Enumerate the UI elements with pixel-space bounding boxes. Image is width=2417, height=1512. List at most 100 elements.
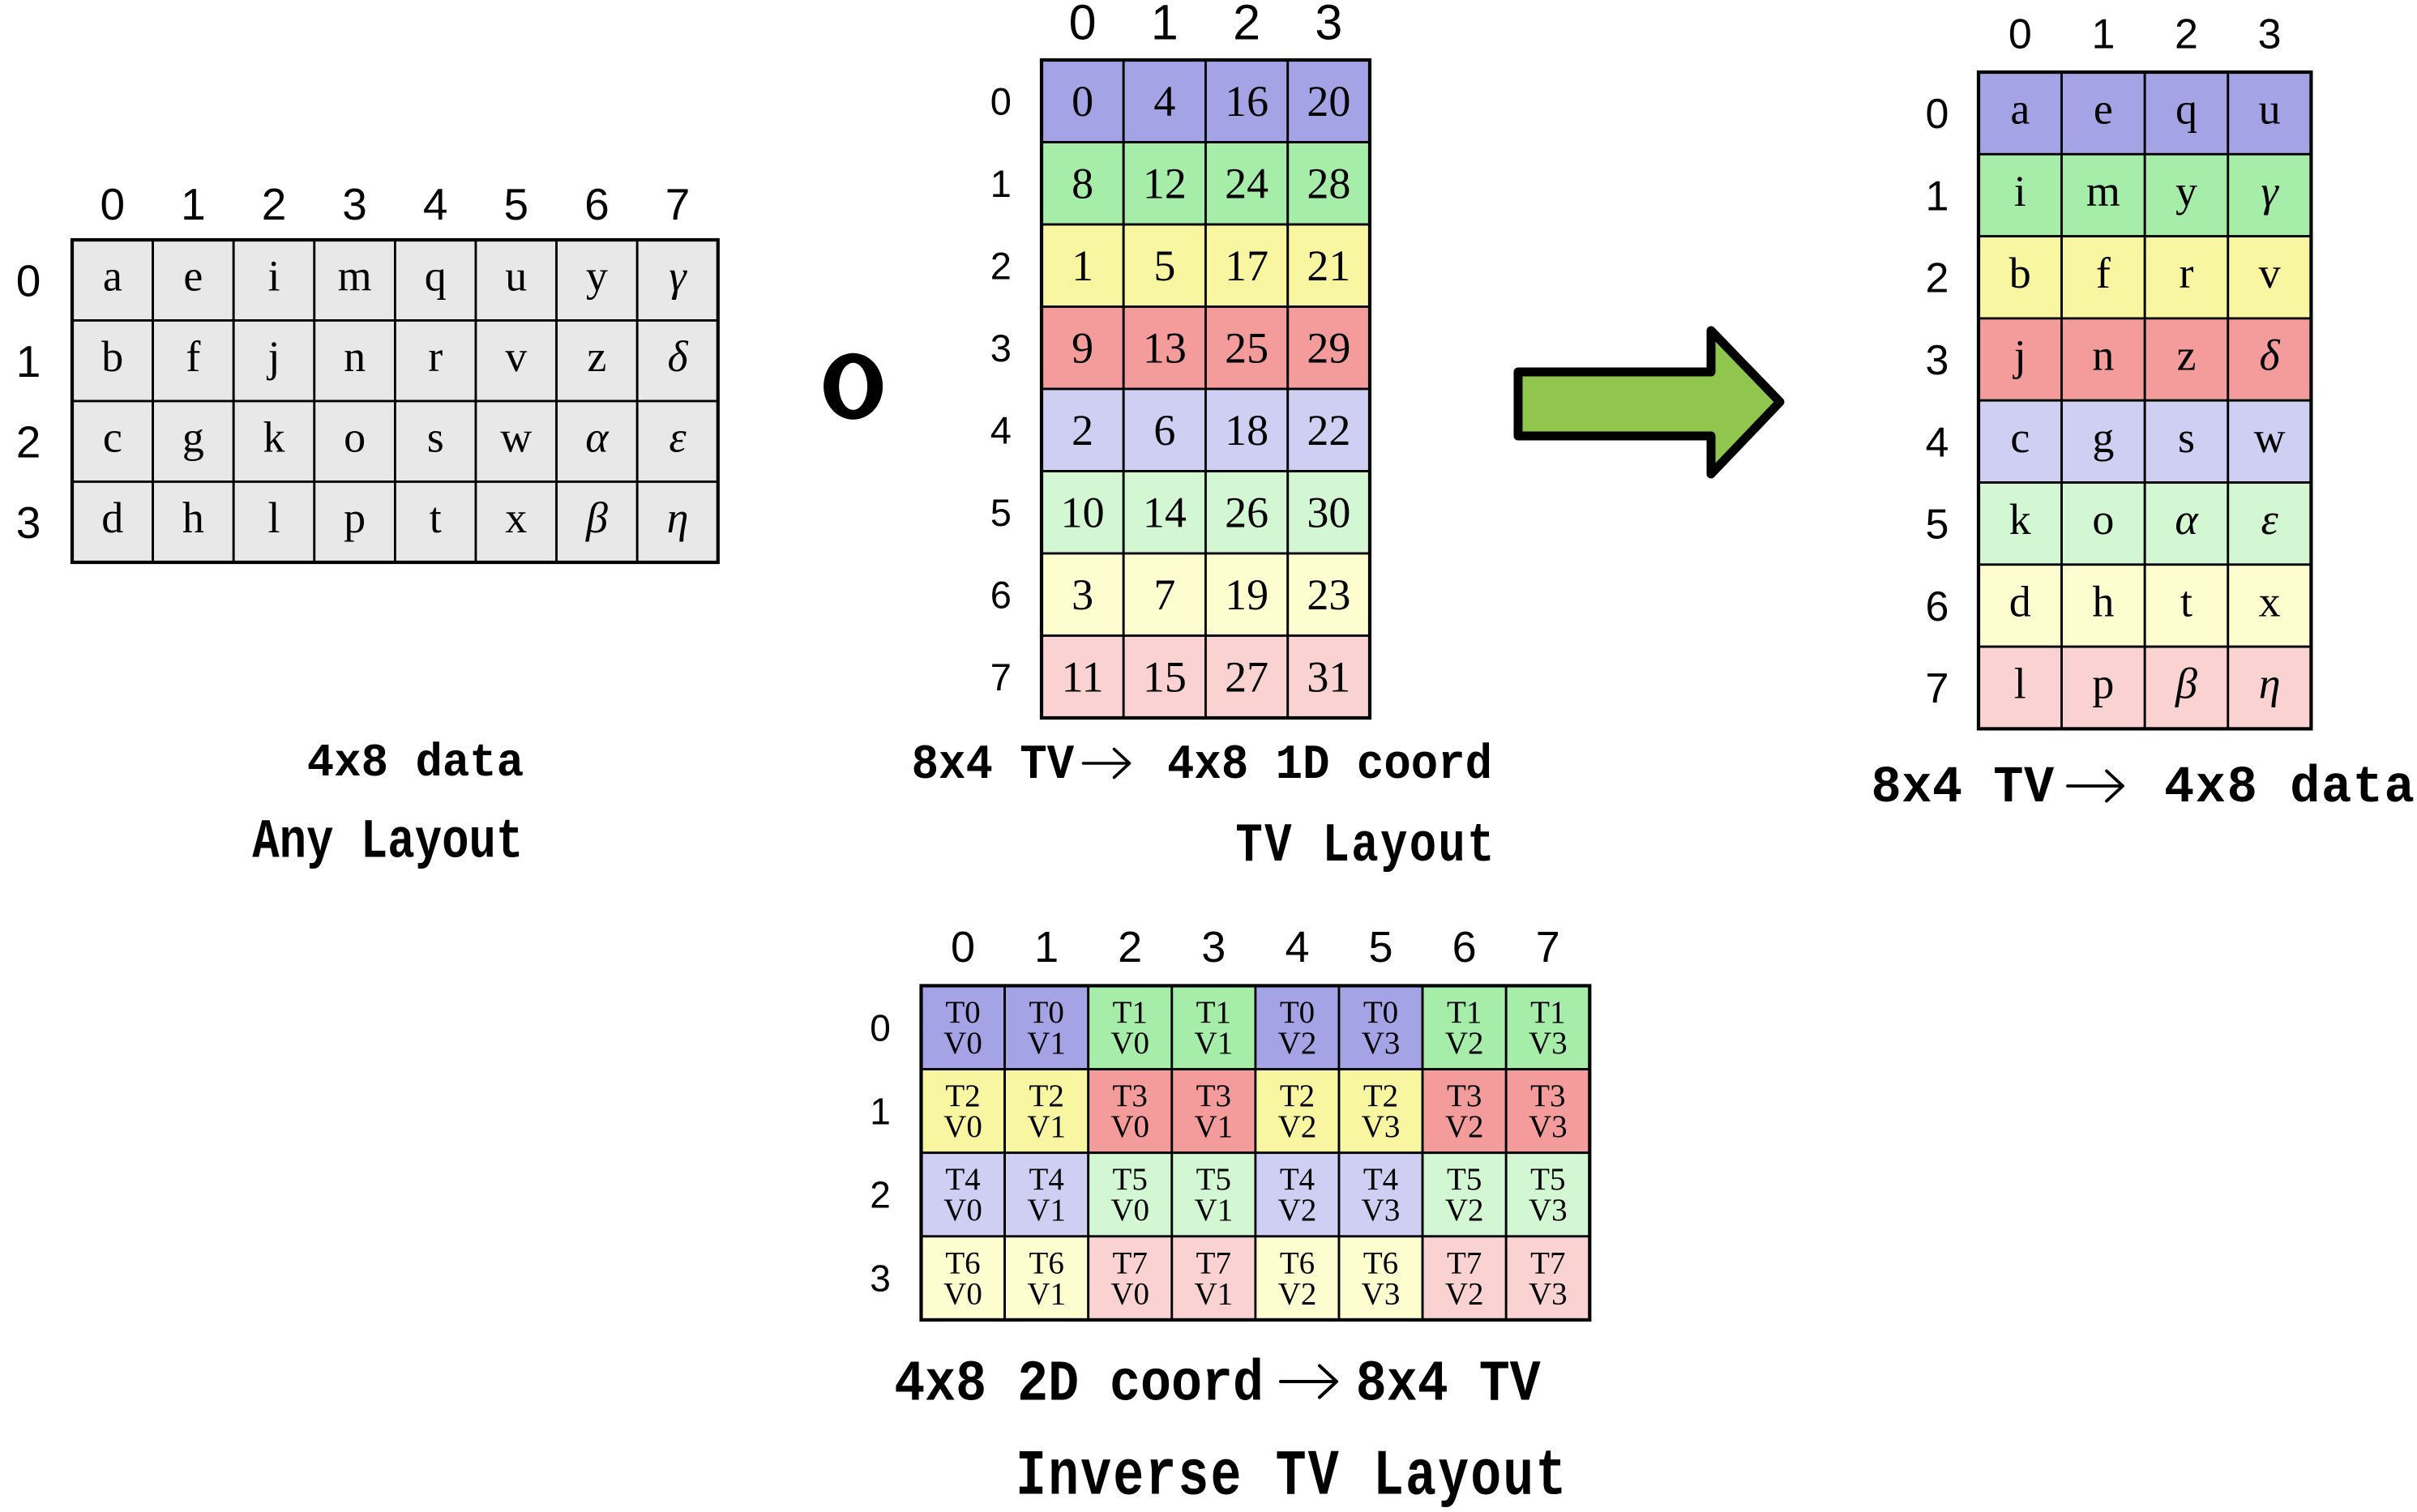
svg-text:V0: V0 [1110, 1109, 1149, 1144]
svg-text:1: 1 [1034, 923, 1059, 972]
svg-text:V1: V1 [1194, 1276, 1233, 1311]
svg-text:5: 5 [1153, 241, 1175, 290]
svg-text:V2: V2 [1278, 1109, 1317, 1144]
svg-text:γ: γ [669, 252, 687, 301]
svg-text:5: 5 [990, 491, 1012, 534]
svg-text:28: 28 [1307, 160, 1350, 208]
svg-text:b: b [2009, 249, 2031, 297]
svg-text:T7: T7 [1447, 1245, 1482, 1280]
svg-text:30: 30 [1307, 489, 1350, 537]
svg-text:21: 21 [1307, 241, 1350, 290]
svg-text:m: m [338, 252, 372, 301]
svg-text:6: 6 [584, 179, 610, 229]
svg-text:x: x [505, 493, 527, 542]
svg-text:4: 4 [1926, 419, 1949, 466]
svg-text:h: h [182, 493, 204, 542]
svg-text:1: 1 [181, 179, 206, 229]
svg-text:8x4 TV: 8x4 TV [1356, 1352, 1541, 1418]
svg-text:η: η [2259, 660, 2281, 708]
svg-text:18: 18 [1225, 406, 1268, 455]
svg-text:j: j [266, 332, 280, 381]
svg-text:3: 3 [1072, 570, 1093, 619]
svg-text:V0: V0 [943, 1193, 982, 1228]
svg-text:T5: T5 [1530, 1162, 1565, 1197]
svg-text:V1: V1 [1194, 1109, 1233, 1144]
svg-text:T3: T3 [1530, 1078, 1565, 1113]
svg-text:T5: T5 [1196, 1162, 1231, 1197]
svg-text:k: k [263, 413, 285, 462]
svg-text:e: e [2094, 85, 2113, 134]
svg-text:h: h [2092, 577, 2114, 626]
svg-text:T1: T1 [1530, 995, 1565, 1030]
svg-text:V3: V3 [1362, 1276, 1401, 1311]
svg-text:y: y [586, 252, 608, 301]
svg-text:T4: T4 [1280, 1162, 1315, 1197]
svg-text:T6: T6 [1363, 1245, 1398, 1280]
svg-text:2: 2 [990, 244, 1012, 287]
svg-text:Any Layout: Any Layout [252, 810, 523, 873]
svg-text:i: i [2014, 167, 2026, 216]
svg-text:4: 4 [990, 408, 1012, 451]
svg-text:22: 22 [1307, 406, 1350, 455]
svg-text:1: 1 [990, 162, 1012, 205]
svg-text:11: 11 [1062, 653, 1104, 702]
svg-text:4: 4 [423, 179, 448, 229]
svg-text:d: d [2009, 577, 2031, 626]
svg-text:T4: T4 [945, 1162, 980, 1197]
svg-text:y: y [2175, 167, 2197, 216]
svg-text:d: d [101, 493, 123, 542]
svg-text:V2: V2 [1278, 1276, 1317, 1311]
svg-text:g: g [2092, 413, 2114, 462]
svg-text:3: 3 [1201, 923, 1226, 972]
svg-text:5: 5 [504, 179, 529, 229]
svg-text:a: a [103, 252, 122, 301]
svg-text:α: α [585, 413, 610, 462]
svg-text:4x8 data: 4x8 data [2164, 758, 2415, 817]
svg-text:V1: V1 [1027, 1276, 1066, 1311]
svg-text:T3: T3 [1113, 1078, 1148, 1113]
svg-text:m: m [2086, 167, 2120, 216]
svg-text:T2: T2 [1280, 1078, 1315, 1113]
svg-text:24: 24 [1225, 160, 1268, 208]
svg-text:r: r [428, 332, 443, 381]
svg-text:0: 0 [1069, 0, 1097, 49]
svg-text:3: 3 [342, 179, 367, 229]
svg-text:T4: T4 [1029, 1162, 1064, 1197]
svg-text:q: q [425, 252, 447, 301]
svg-text:2: 2 [2175, 11, 2198, 58]
svg-text:γ: γ [2261, 167, 2279, 216]
svg-text:ε: ε [2261, 495, 2278, 544]
svg-text:T0: T0 [945, 995, 980, 1030]
svg-text:2: 2 [16, 416, 41, 467]
svg-text:2: 2 [870, 1174, 891, 1216]
svg-text:4: 4 [1153, 77, 1175, 126]
svg-text:1: 1 [1072, 241, 1093, 290]
svg-text:6: 6 [990, 573, 1012, 616]
svg-text:1: 1 [2091, 11, 2115, 58]
svg-text:T1: T1 [1113, 995, 1148, 1030]
svg-text:T7: T7 [1113, 1245, 1148, 1280]
svg-text:n: n [2092, 331, 2114, 380]
svg-text:Inverse TV Layout: Inverse TV Layout [1016, 1440, 1568, 1512]
svg-text:20: 20 [1307, 77, 1350, 126]
svg-text:7: 7 [990, 656, 1012, 698]
svg-text:q: q [2175, 85, 2197, 134]
svg-text:f: f [2096, 249, 2111, 297]
svg-text:V2: V2 [1278, 1026, 1317, 1061]
svg-text:T6: T6 [1029, 1245, 1064, 1280]
svg-text:T3: T3 [1196, 1078, 1231, 1113]
svg-text:0: 0 [16, 255, 41, 305]
svg-text:14: 14 [1143, 489, 1187, 537]
svg-text:17: 17 [1225, 241, 1268, 290]
svg-text:T5: T5 [1447, 1162, 1482, 1197]
svg-text:V3: V3 [1362, 1109, 1401, 1144]
svg-text:6: 6 [1926, 583, 1949, 630]
svg-text:β: β [585, 493, 608, 542]
svg-text:z: z [2177, 331, 2197, 380]
svg-text:V2: V2 [1445, 1109, 1484, 1144]
svg-text:2: 2 [1926, 255, 1949, 302]
svg-text:s: s [427, 413, 444, 462]
svg-text:29: 29 [1307, 324, 1350, 373]
svg-text:TV Layout: TV Layout [1235, 815, 1495, 877]
svg-text:10: 10 [1061, 489, 1105, 537]
